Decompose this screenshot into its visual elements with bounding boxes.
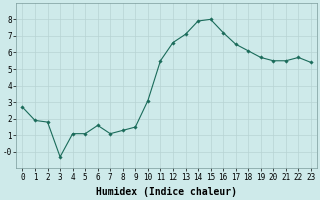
X-axis label: Humidex (Indice chaleur): Humidex (Indice chaleur) — [96, 187, 237, 197]
